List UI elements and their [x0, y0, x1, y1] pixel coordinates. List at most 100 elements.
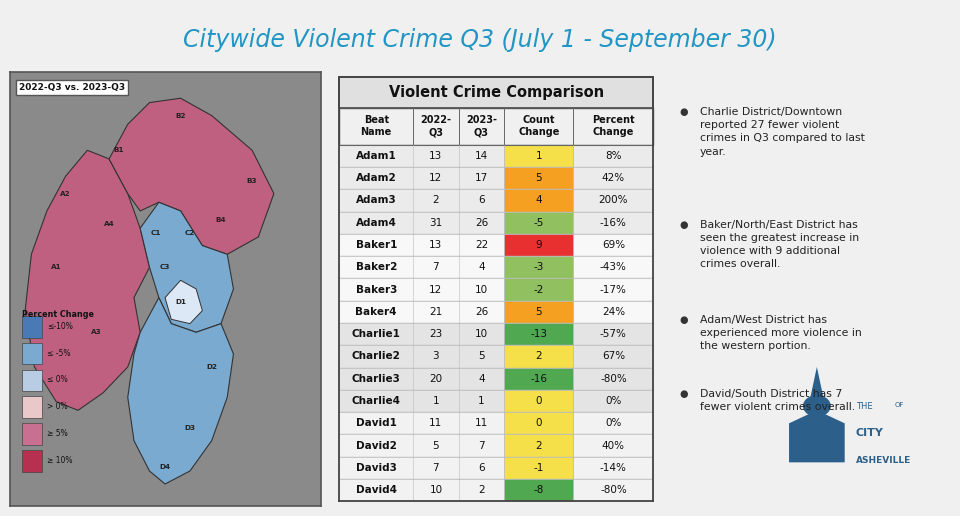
Text: 20: 20 — [429, 374, 443, 384]
Text: 0%: 0% — [605, 396, 621, 406]
Text: -16%: -16% — [600, 218, 627, 228]
Bar — [504, 279, 573, 301]
Text: Count
Change: Count Change — [518, 116, 560, 137]
Text: David4: David4 — [356, 485, 396, 495]
Bar — [504, 212, 573, 234]
Text: 2: 2 — [536, 441, 542, 450]
Text: 10: 10 — [475, 284, 488, 295]
Text: -14%: -14% — [600, 463, 627, 473]
Bar — [339, 301, 654, 323]
Text: -1: -1 — [534, 463, 544, 473]
Text: -16: -16 — [530, 374, 547, 384]
Bar — [504, 479, 573, 502]
Text: 13: 13 — [429, 151, 443, 161]
Bar — [339, 457, 654, 479]
Polygon shape — [789, 410, 845, 462]
Text: Baker4: Baker4 — [355, 307, 396, 317]
Polygon shape — [165, 280, 203, 324]
Bar — [504, 301, 573, 323]
Text: ASHEVILLE: ASHEVILLE — [855, 456, 911, 465]
Text: David/South District has 7
fewer violent crimes overall.: David/South District has 7 fewer violent… — [700, 389, 855, 412]
Text: Baker3: Baker3 — [355, 284, 396, 295]
Text: 200%: 200% — [599, 196, 628, 205]
Ellipse shape — [803, 395, 830, 417]
Text: C2: C2 — [184, 230, 195, 236]
Text: Charlie4: Charlie4 — [351, 396, 400, 406]
Bar — [504, 234, 573, 256]
Bar — [339, 412, 654, 434]
Text: 0: 0 — [536, 418, 542, 428]
Text: D1: D1 — [175, 299, 186, 305]
Text: ●: ● — [679, 107, 687, 117]
Bar — [22, 450, 42, 472]
Bar — [339, 323, 654, 345]
Text: C1: C1 — [151, 230, 161, 236]
Text: THE: THE — [855, 401, 873, 411]
Text: -80%: -80% — [600, 485, 627, 495]
Text: Adam1: Adam1 — [356, 151, 396, 161]
Text: David2: David2 — [356, 441, 396, 450]
Text: Violent Crime Comparison: Violent Crime Comparison — [389, 85, 604, 100]
Text: -17%: -17% — [600, 284, 627, 295]
Text: 1: 1 — [433, 396, 439, 406]
Text: 40%: 40% — [602, 441, 625, 450]
Text: 12: 12 — [429, 284, 443, 295]
Text: B1: B1 — [113, 147, 124, 153]
Text: 1: 1 — [536, 151, 542, 161]
Text: 21: 21 — [429, 307, 443, 317]
Text: Adam3: Adam3 — [356, 196, 396, 205]
Bar — [504, 144, 573, 167]
Text: 67%: 67% — [602, 351, 625, 361]
Text: Baker1: Baker1 — [355, 240, 396, 250]
Text: 7: 7 — [433, 262, 439, 272]
Text: 11: 11 — [475, 418, 488, 428]
Text: 0: 0 — [536, 396, 542, 406]
Bar — [339, 144, 654, 167]
Bar — [22, 423, 42, 445]
Polygon shape — [109, 98, 274, 254]
Bar — [339, 479, 654, 502]
Text: 2022-Q3 vs. 2023-Q3: 2022-Q3 vs. 2023-Q3 — [19, 83, 125, 92]
Text: 26: 26 — [475, 218, 488, 228]
Bar — [339, 189, 654, 212]
Text: Citywide Violent Crime Q3 (July 1 - September 30): Citywide Violent Crime Q3 (July 1 - Sept… — [183, 28, 777, 53]
Text: B2: B2 — [176, 112, 186, 119]
Text: Adam/West District has
experienced more violence in
the western portion.: Adam/West District has experienced more … — [700, 315, 862, 351]
Text: 5: 5 — [433, 441, 439, 450]
Text: ●: ● — [679, 389, 687, 399]
Bar — [339, 390, 654, 412]
Bar — [504, 189, 573, 212]
Bar — [504, 345, 573, 367]
Text: 6: 6 — [478, 463, 485, 473]
Text: Charlie1: Charlie1 — [351, 329, 400, 339]
Text: CITY: CITY — [855, 428, 884, 438]
Text: Adam4: Adam4 — [356, 218, 396, 228]
Text: 26: 26 — [475, 307, 488, 317]
Text: ≤ -5%: ≤ -5% — [47, 349, 70, 358]
Text: A4: A4 — [104, 221, 114, 227]
Text: ≤-10%: ≤-10% — [47, 322, 73, 331]
Text: -5: -5 — [534, 218, 544, 228]
Bar — [22, 369, 42, 391]
Text: 11: 11 — [429, 418, 443, 428]
Text: 10: 10 — [475, 329, 488, 339]
Text: D2: D2 — [206, 364, 217, 370]
Text: Adam2: Adam2 — [356, 173, 396, 183]
Text: Baker2: Baker2 — [355, 262, 396, 272]
Text: 2: 2 — [478, 485, 485, 495]
Text: A3: A3 — [91, 329, 102, 335]
Text: 0%: 0% — [605, 418, 621, 428]
Bar — [339, 167, 654, 189]
Text: David1: David1 — [356, 418, 396, 428]
Text: 13: 13 — [429, 240, 443, 250]
Bar — [22, 316, 42, 337]
Text: A1: A1 — [51, 264, 61, 270]
Text: 17: 17 — [475, 173, 488, 183]
Text: 7: 7 — [478, 441, 485, 450]
Text: -2: -2 — [534, 284, 544, 295]
Text: Percent Change: Percent Change — [22, 310, 94, 319]
Bar — [22, 396, 42, 418]
Text: -80%: -80% — [600, 374, 627, 384]
Bar — [504, 167, 573, 189]
Bar — [504, 256, 573, 279]
